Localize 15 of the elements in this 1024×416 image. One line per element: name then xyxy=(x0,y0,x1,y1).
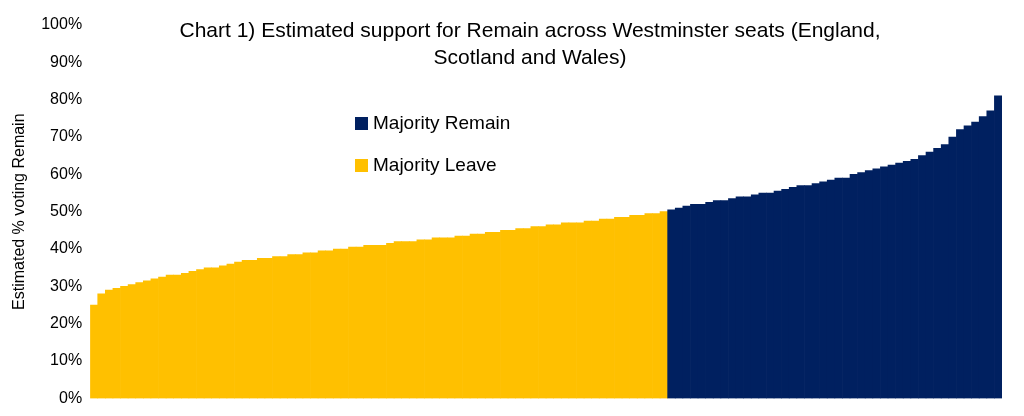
chart-title: Chart 1) Estimated support for Remain across Westminster seats (England, Scotland and Wales) xyxy=(178,17,882,70)
y-tick-label: 40% xyxy=(50,239,83,257)
y-tick-label: 100% xyxy=(41,15,83,33)
y-tick-label: 30% xyxy=(50,276,83,294)
y-tick-label: 60% xyxy=(50,164,83,182)
y-tick-label: 20% xyxy=(50,314,83,332)
y-tick-label: 90% xyxy=(50,52,83,70)
legend-label: Majority Remain xyxy=(373,112,511,134)
y-tick-label: 80% xyxy=(50,90,83,108)
y-tick-label: 70% xyxy=(50,127,83,145)
y-tick-label: 50% xyxy=(50,202,83,220)
legend-label: Majority Leave xyxy=(373,154,497,176)
y-axis-title: Estimated % voting Remain xyxy=(10,113,28,310)
y-tick-label: 0% xyxy=(59,388,83,406)
y-tick-label: 10% xyxy=(50,351,83,369)
